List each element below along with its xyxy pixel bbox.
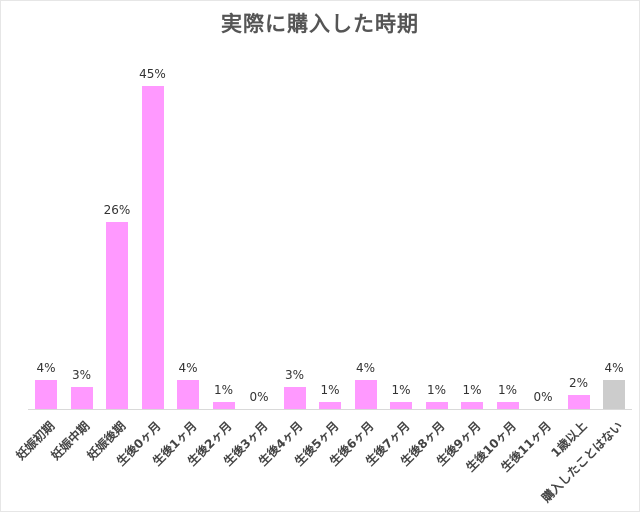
bar (567, 394, 590, 409)
bar (319, 401, 341, 409)
chart-title: 実際に購入した時期 (221, 12, 419, 36)
data-label: 4% (36, 361, 56, 376)
bar (354, 380, 377, 409)
bar (603, 380, 625, 409)
data-label: 1% (391, 382, 411, 397)
data-label: 26% (103, 203, 131, 218)
bar (390, 401, 412, 409)
bar (283, 387, 306, 409)
bar (496, 401, 519, 409)
data-label: 4% (604, 361, 624, 376)
bar (35, 380, 57, 409)
bar (70, 387, 93, 409)
bar (212, 401, 235, 409)
data-label: 3% (71, 368, 92, 383)
data-label: 0% (249, 390, 269, 404)
bar (177, 380, 199, 409)
data-label: 0% (533, 390, 553, 404)
data-label: 1% (497, 382, 518, 397)
data-label: 4% (355, 361, 376, 376)
data-label: 1% (426, 382, 447, 397)
data-label: 2% (568, 375, 589, 390)
x-axis-line (28, 409, 632, 410)
bar (461, 401, 483, 409)
x-tick-label: 妊娠初期 (13, 418, 58, 463)
bar (141, 85, 164, 409)
data-label: 45% (139, 66, 166, 81)
data-label: 1% (320, 382, 340, 397)
bar (106, 222, 128, 409)
data-label: 3% (284, 368, 305, 383)
data-label: 1% (462, 382, 482, 397)
data-label: 1% (213, 382, 234, 397)
data-label: 4% (178, 361, 198, 376)
bar (425, 401, 448, 409)
x-tick-label: 妊娠中期 (48, 418, 93, 463)
